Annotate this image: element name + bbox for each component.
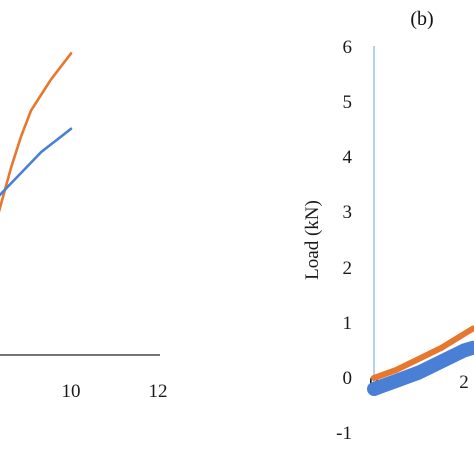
panel-b-y-tick-neg1: -1 [336,423,352,444]
panel-a-plot-area [0,52,73,213]
panel-b-x-tick-2: 2 [459,372,469,393]
panel-b-y-tick-6: 6 [343,37,353,58]
panel-a-x-tick-10: 10 [62,381,81,402]
panel-b-y-tick-4: 4 [343,147,353,168]
panel-b: (b) 6 5 4 3 2 1 0 -1 0 2 Load (kN) [302,8,474,444]
panel-a-series-1-line [0,52,73,213]
panel-a-x-tick-12: 12 [149,381,168,402]
panel-b-y-tick-2: 2 [343,258,353,279]
panel-b-y-tick-0: 0 [343,368,353,389]
panel-b-y-tick-1: 1 [343,313,353,334]
panel-b-label: (b) [410,8,433,30]
panel-a-series-2-line [0,127,73,197]
panel-b-series-1-band [371,325,474,381]
panel-b-y-tick-3: 3 [343,202,353,223]
panel-a: 10 12 [0,52,168,402]
panel-b-series-2-band [367,340,474,396]
panel-b-plot-area [367,325,474,396]
panel-b-y-tick-5: 5 [343,92,353,113]
panel-b-y-axis-label: Load (kN) [302,200,323,280]
